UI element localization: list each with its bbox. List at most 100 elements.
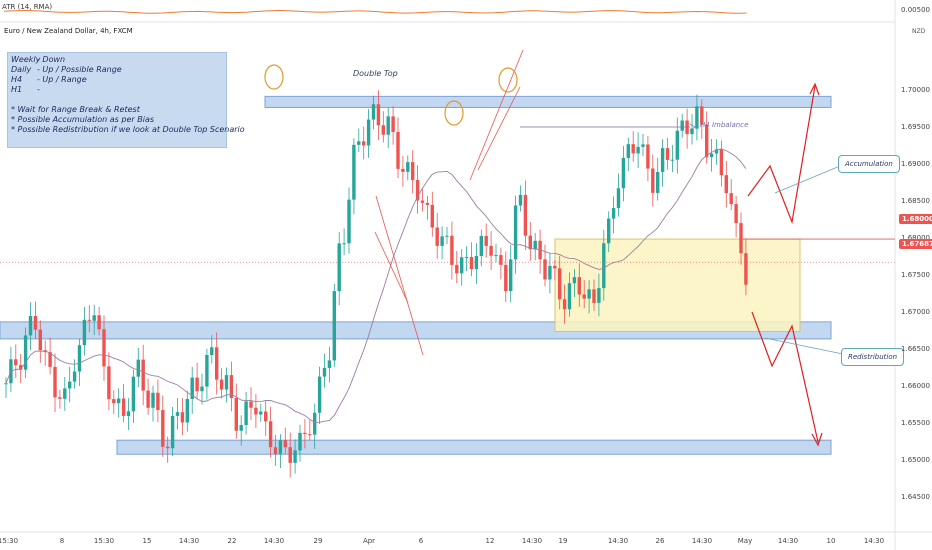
candle-body [53, 366, 57, 398]
candle-body [607, 218, 611, 244]
candle-body [744, 253, 748, 285]
candle-body [254, 407, 258, 415]
timeframe-label: Weekly [11, 55, 41, 64]
accumulation-callout[interactable]: Accumulation [838, 155, 900, 173]
candle-body [244, 401, 248, 426]
candle-body [273, 447, 278, 454]
channel-line [375, 195, 424, 356]
bias-notes-box[interactable]: Weekly - Down Daily - Up / Possible Range H4… [7, 52, 245, 148]
candle-body [499, 255, 503, 265]
candle-body [190, 377, 194, 399]
time-tick: 15:30 [93, 537, 115, 545]
candle-body [23, 335, 28, 370]
candle-body [141, 359, 145, 391]
channel-line [374, 231, 409, 304]
candle-body [714, 149, 719, 154]
time-tick: 15:30 [0, 537, 19, 545]
candle-body [651, 168, 655, 193]
candle-body [308, 434, 312, 436]
candle-body [509, 259, 513, 292]
candle-body [239, 425, 243, 431]
candle-body [151, 392, 155, 408]
candle-body [430, 204, 434, 228]
time-tick: 14:30 [691, 537, 713, 545]
candle-body [4, 383, 8, 385]
candle-body [82, 319, 87, 346]
candle-body [264, 411, 268, 422]
note-bullet: * Wait for Range Break & Retest [11, 105, 140, 114]
candle-body [68, 381, 72, 389]
candle-body [719, 149, 724, 176]
candle-body [479, 235, 483, 257]
candle-body [729, 193, 733, 205]
candle-body [533, 240, 537, 250]
symbol-title: Euro / New Zealand Dollar, 4h, FXCM [4, 27, 133, 35]
candle-body [455, 264, 459, 274]
time-tick: 14:30 [521, 537, 543, 545]
candle-body [92, 315, 96, 321]
time-tick: 14:30 [263, 537, 285, 545]
candle-body [621, 157, 626, 189]
candle-body [660, 148, 665, 172]
candle-body [695, 106, 699, 129]
candle-body [322, 367, 327, 377]
candle-body [170, 415, 175, 449]
timeframe-bias-row: H1 - [11, 85, 223, 95]
candle-body [425, 202, 430, 205]
candle-body [401, 168, 405, 172]
candle-body [548, 265, 552, 280]
price-tick: 1.65500 [901, 418, 930, 427]
candle-body [215, 347, 219, 380]
candle-body [313, 412, 317, 435]
candle-body [469, 257, 474, 270]
atr-indicator-label[interactable]: ATR (14, RMA) [2, 3, 53, 11]
candle-body [572, 277, 577, 284]
candle-body [146, 390, 150, 408]
candle-body [58, 397, 62, 399]
timeframe-bias: - Up / Possible Range [37, 65, 122, 74]
candle-body [602, 243, 606, 289]
candle-body [332, 291, 336, 361]
candle-body [327, 360, 332, 368]
time-tick: 14:30 [863, 537, 885, 545]
candle-body [288, 447, 292, 463]
supply-demand-zone [116, 439, 832, 455]
candle-body [347, 199, 351, 244]
bullish-scenario-arrow [747, 85, 816, 225]
candle-body [376, 104, 381, 126]
time-tick: 19 [558, 537, 568, 545]
moving-average-line [5, 148, 747, 423]
price-tick: 1.68000 [901, 234, 930, 242]
candle-body [626, 144, 630, 158]
timeframe-label: H1 [11, 85, 23, 94]
candle-body [670, 159, 675, 161]
candle-body [646, 144, 650, 169]
time-tick: 10 [826, 537, 836, 545]
price-tick: 1.69500 [901, 123, 930, 132]
candle-body [381, 125, 385, 135]
channel-line [469, 49, 524, 181]
price-tick: 1.67000 [901, 308, 930, 316]
price-tick: 1.64500 [901, 492, 930, 501]
timeframe-bias: - Up / Range [37, 75, 87, 84]
timeframe-bias-row: Daily - Up / Possible Range [11, 65, 223, 75]
candle-body [161, 410, 165, 447]
double-top-label: Double Top [353, 69, 398, 78]
candle-body [185, 398, 189, 423]
candle-body [641, 144, 645, 147]
candle-body [656, 171, 660, 193]
redistribution-callout[interactable]: Redistribution [841, 348, 905, 366]
candle-body [278, 440, 283, 454]
candle-body [415, 180, 420, 201]
candle-body [562, 299, 567, 310]
candle-body [19, 365, 23, 370]
candle-body [680, 120, 684, 131]
candle-body [97, 315, 101, 330]
time-tick: 15 [142, 537, 152, 545]
candle-body [523, 194, 528, 236]
candle-body [14, 359, 18, 366]
time-tick: 14:30 [777, 537, 799, 545]
currency-label: NZD [912, 28, 926, 35]
candle-body [249, 401, 253, 408]
